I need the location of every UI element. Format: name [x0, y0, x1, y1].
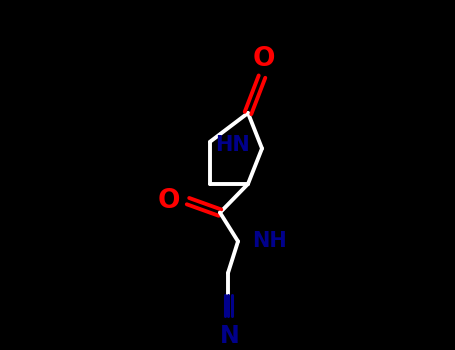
Text: O: O — [157, 188, 180, 214]
Text: NH: NH — [252, 231, 287, 251]
Text: N: N — [220, 324, 240, 348]
Text: O: O — [253, 46, 275, 72]
Text: HN: HN — [215, 135, 250, 155]
